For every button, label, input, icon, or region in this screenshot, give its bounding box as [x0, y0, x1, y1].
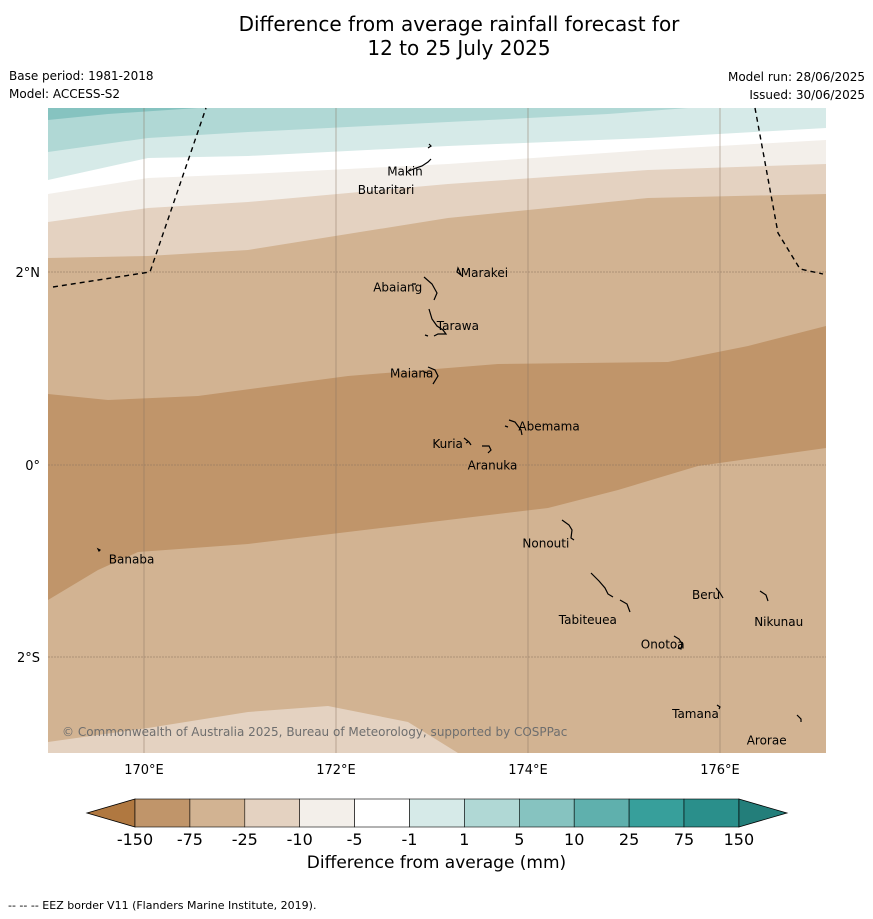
island-label-nonouti: Nonouti — [522, 537, 569, 551]
copyright-text: © Commonwealth of Australia 2025, Bureau… — [62, 725, 567, 739]
island-label-marakei: Marakei — [461, 266, 508, 280]
colorbar-tick-5: -1 — [402, 830, 418, 849]
colorbar-ticks: -150 -75 -25 -10 -5 -1 1 5 10 25 75 150 — [117, 830, 754, 849]
lon-tick-172e: 172°E — [316, 763, 356, 778]
island-label-maiana: Maiana — [390, 367, 433, 381]
colorbar-extend-low — [85, 798, 136, 828]
colorbar-extend-high — [738, 798, 789, 828]
island-label-makin: Makin — [387, 164, 423, 178]
lon-tick-170e: 170°E — [124, 763, 164, 778]
map-title: Difference from average rainfall forecas… — [0, 12, 873, 60]
island-label-aranuka: Aranuka — [468, 459, 518, 473]
band-plus5 — [48, 108, 688, 152]
island-label-beru: Beru — [692, 588, 720, 602]
outline-nikunau — [759, 590, 769, 602]
outline-arorae — [796, 714, 802, 722]
colorbar-swatches — [85, 798, 789, 828]
outline-makin — [427, 143, 432, 149]
island-label-abemama: Abemama — [518, 420, 579, 434]
eez-border-east — [754, 107, 824, 275]
colorbar-tick-4: -5 — [347, 830, 363, 849]
title-line-2: 12 to 25 July 2025 — [367, 36, 551, 60]
colorbar-tick-0: -150 — [117, 830, 153, 849]
graticule — [48, 108, 826, 753]
title-line-1: Difference from average rainfall forecas… — [238, 12, 680, 36]
colorbar-tick-8: 10 — [564, 830, 584, 849]
colorbar-label: Difference from average (mm) — [306, 853, 567, 873]
outline-beru — [715, 587, 724, 599]
outline-onotoa — [673, 635, 683, 650]
colorbar-tick-3: -10 — [287, 830, 313, 849]
band-minus10-south — [48, 706, 458, 753]
colorbar-swatch-11 — [683, 798, 740, 828]
colorbar-swatch-6 — [409, 798, 465, 828]
island-label-kuria: Kuria — [432, 437, 463, 451]
band-plus10 — [48, 108, 198, 120]
lat-tick-2n: 2°N — [16, 266, 41, 281]
outline-maiana — [423, 366, 439, 385]
rainfall-map: Makin Butaritari Marakei Abaiang Tarawa Maian… — [16, 107, 826, 778]
island-label-abaiang: Abaiang — [373, 281, 422, 295]
colorbar-swatch-9 — [573, 798, 630, 828]
outline-tamana — [716, 704, 721, 710]
colorbar-tick-6: 1 — [459, 830, 469, 849]
outline-nonouti — [561, 519, 575, 541]
outline-marakei — [456, 266, 463, 277]
colorbar-tick-1: -75 — [177, 830, 203, 849]
outline-abaiang — [412, 276, 438, 301]
colorbar-swatch-2 — [189, 798, 246, 828]
island-label-banaba: Banaba — [109, 553, 155, 567]
colorbar-swatch-1 — [134, 798, 191, 828]
colorbar-tick-9: 25 — [619, 830, 639, 849]
outline-tabiteuea — [590, 572, 631, 613]
colorbar: -150 -75 -25 -10 -5 -1 1 5 10 25 75 150 — [85, 798, 789, 849]
eez-borders — [52, 107, 824, 288]
outline-butaritari — [408, 158, 432, 172]
meta-right: Model run: 28/06/2025 Issued: 30/06/2025 — [728, 68, 865, 104]
outline-kuria — [463, 437, 472, 446]
model-label: Model: ACCESS-S2 — [9, 87, 121, 101]
island-label-butaritari: Butaritari — [358, 183, 415, 197]
island-label-nikunau: Nikunau — [754, 615, 803, 629]
base-period-label: Base period: 1981-2018 — [9, 69, 154, 83]
island-label-tarawa: Tarawa — [436, 319, 479, 333]
lat-tick-0: 0° — [25, 459, 40, 474]
outline-abemama — [504, 419, 523, 436]
island-labels: Makin Butaritari Marakei Abaiang Tarawa Maian… — [109, 164, 803, 747]
colorbar-tick-2: -25 — [232, 830, 258, 849]
island-outlines — [96, 143, 802, 722]
island-label-tamana: Tamana — [671, 707, 719, 721]
colorbar-tick-10: 75 — [674, 830, 694, 849]
contour-bands — [48, 108, 826, 753]
lat-tick-labels: 2°N 0° 2°S — [16, 266, 41, 666]
lat-tick-2s: 2°S — [17, 651, 40, 666]
colorbar-swatch-8 — [518, 798, 575, 828]
meta-left: Base period: 1981-2018 Model: ACCESS-S2 — [9, 67, 154, 103]
colorbar-swatch-4 — [299, 798, 355, 828]
lon-tick-labels: 170°E 172°E 174°E 176°E — [124, 763, 740, 778]
outline-aranuka — [482, 445, 492, 454]
island-label-onotoa: Onotoa — [641, 637, 685, 651]
outline-banaba — [96, 547, 102, 553]
island-label-arorae: Arorae — [747, 733, 787, 747]
colorbar-swatch-7 — [464, 798, 520, 828]
colorbar-swatch-10 — [628, 798, 685, 828]
model-run-label: Model run: 28/06/2025 — [727, 70, 865, 84]
colorbar-tick-7: 5 — [514, 830, 524, 849]
colorbar-tick-11: 150 — [724, 830, 755, 849]
colorbar-swatch-5 — [354, 798, 410, 828]
lon-tick-174e: 174°E — [508, 763, 548, 778]
issued-label: Issued: 30/06/2025 — [749, 88, 865, 102]
outline-tarawa — [424, 308, 448, 337]
island-label-tabiteuea: Tabiteuea — [558, 613, 617, 627]
eez-footnote: -- -- -- EEZ border V11 (Flanders Marine… — [8, 899, 317, 912]
band-minus75 — [48, 326, 826, 600]
lon-tick-176e: 176°E — [700, 763, 740, 778]
colorbar-swatch-3 — [244, 798, 301, 828]
